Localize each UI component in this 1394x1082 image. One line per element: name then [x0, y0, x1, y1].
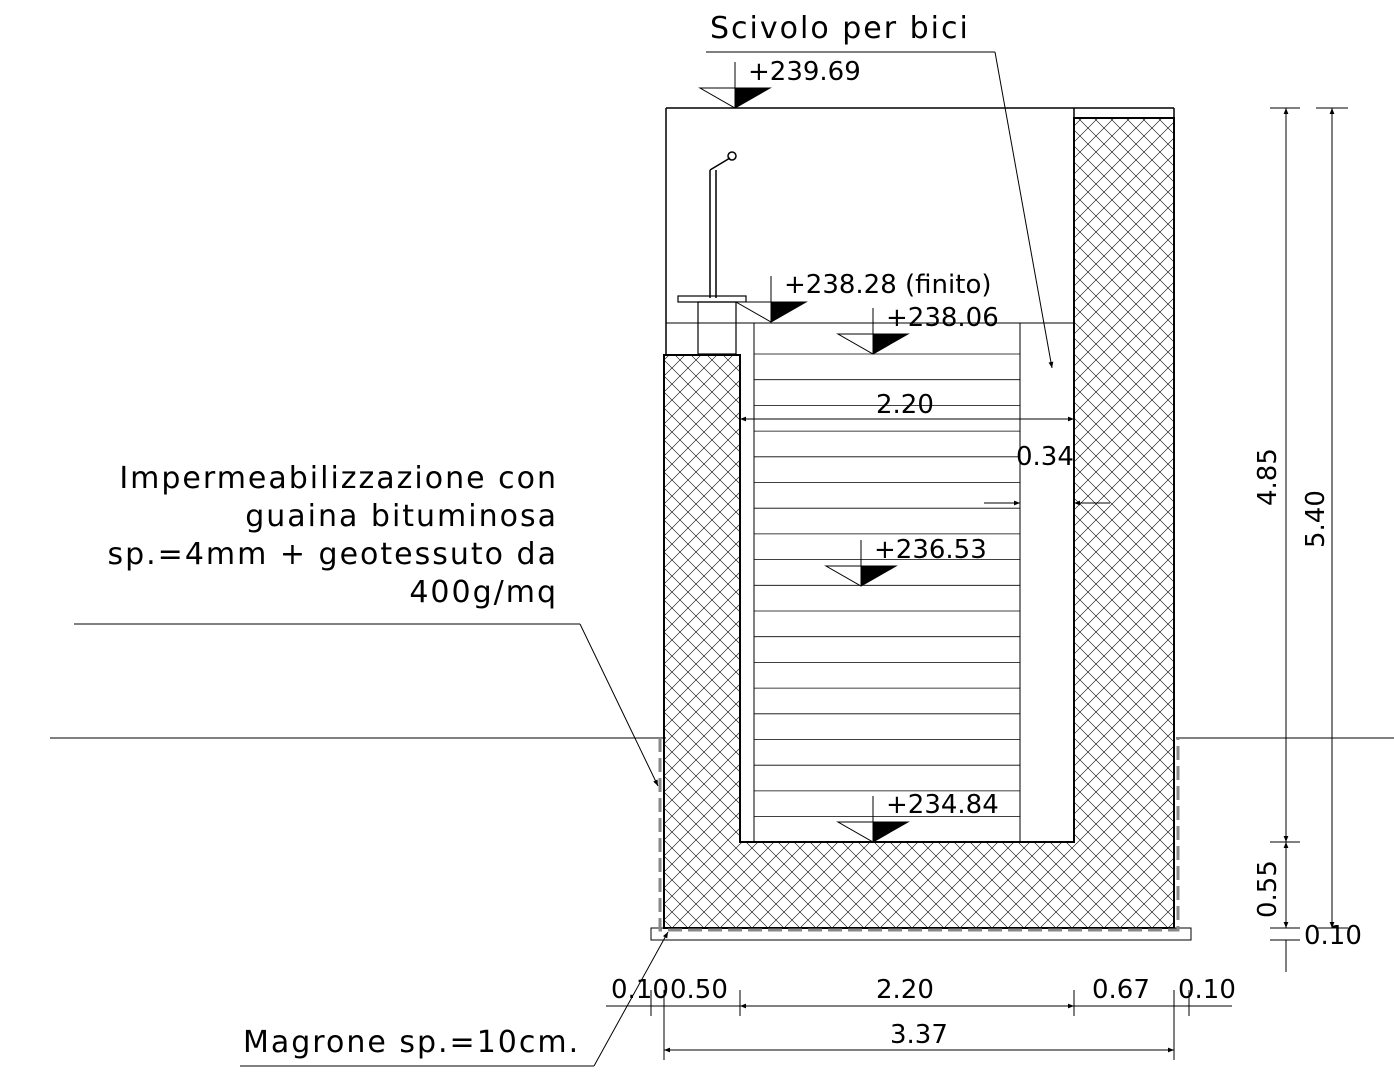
upper-outline — [665, 107, 1175, 355]
svg-text:2.20: 2.20 — [876, 390, 934, 420]
level-marker-bottom: +234.84 — [836, 790, 999, 843]
dim-bottom-row: 0.10 0.50 2.20 0.67 0.10 — [606, 975, 1236, 1060]
svg-text:400g/mq: 400g/mq — [409, 575, 558, 610]
dim-vertical-total: 5.40 — [1301, 107, 1348, 929]
svg-text:0.55: 0.55 — [1253, 860, 1283, 918]
dim-vertical-magrone: 0.10 — [1270, 921, 1362, 972]
dim-total-width: 3.37 — [664, 1020, 1174, 1053]
svg-text:4.85: 4.85 — [1253, 448, 1283, 506]
svg-text:Magrone sp.=10cm.: Magrone sp.=10cm. — [243, 1025, 580, 1060]
level-marker-stair-top: +238.06 — [836, 303, 999, 355]
svg-text:Scivolo per bici: Scivolo per bici — [710, 11, 970, 46]
svg-text:guaina bituminosa: guaina bituminosa — [245, 499, 558, 534]
svg-text:0.10: 0.10 — [1178, 975, 1236, 1005]
dim-vertical-inner: 4.85 — [1253, 107, 1300, 843]
ramp-label: Scivolo per bici — [706, 11, 1054, 369]
svg-text:0.10: 0.10 — [611, 975, 669, 1005]
dim-inner-width: 2.20 — [740, 390, 1074, 422]
svg-text:+236.53: +236.53 — [874, 535, 987, 565]
svg-text:+238.06: +238.06 — [886, 303, 999, 333]
svg-text:0.67: 0.67 — [1092, 975, 1150, 1005]
railing-icon — [677, 151, 747, 355]
waterproofing-membrane — [658, 738, 1180, 932]
stair-steps — [753, 323, 1021, 842]
dim-vertical-base: 0.55 — [1253, 842, 1300, 929]
svg-text:2.20: 2.20 — [876, 975, 934, 1005]
svg-text:5.40: 5.40 — [1301, 490, 1331, 548]
level-marker-top: +239.69 — [698, 57, 861, 109]
dim-gap: 0.34 — [984, 442, 1110, 506]
level-marker-mid: +236.53 — [824, 535, 987, 587]
level-marker-finished: +238.28 (finito) — [734, 270, 992, 323]
svg-text:0.50: 0.50 — [670, 975, 728, 1005]
svg-text:3.37: 3.37 — [890, 1020, 948, 1050]
svg-text:+234.84: +234.84 — [886, 790, 999, 820]
svg-text:0.34: 0.34 — [1016, 442, 1074, 472]
svg-text:Impermeabilizzazione con: Impermeabilizzazione con — [119, 461, 558, 496]
lean-concrete-label: Magrone sp.=10cm. — [240, 931, 669, 1067]
svg-text:+239.69: +239.69 — [748, 57, 861, 87]
waterproofing-label: Impermeabilizzazione con guaina bitumino… — [74, 461, 659, 787]
svg-text:0.10: 0.10 — [1304, 921, 1362, 951]
svg-text:+238.28 (finito): +238.28 (finito) — [784, 270, 992, 300]
svg-text:sp.=4mm + geotessuto da: sp.=4mm + geotessuto da — [107, 537, 558, 572]
